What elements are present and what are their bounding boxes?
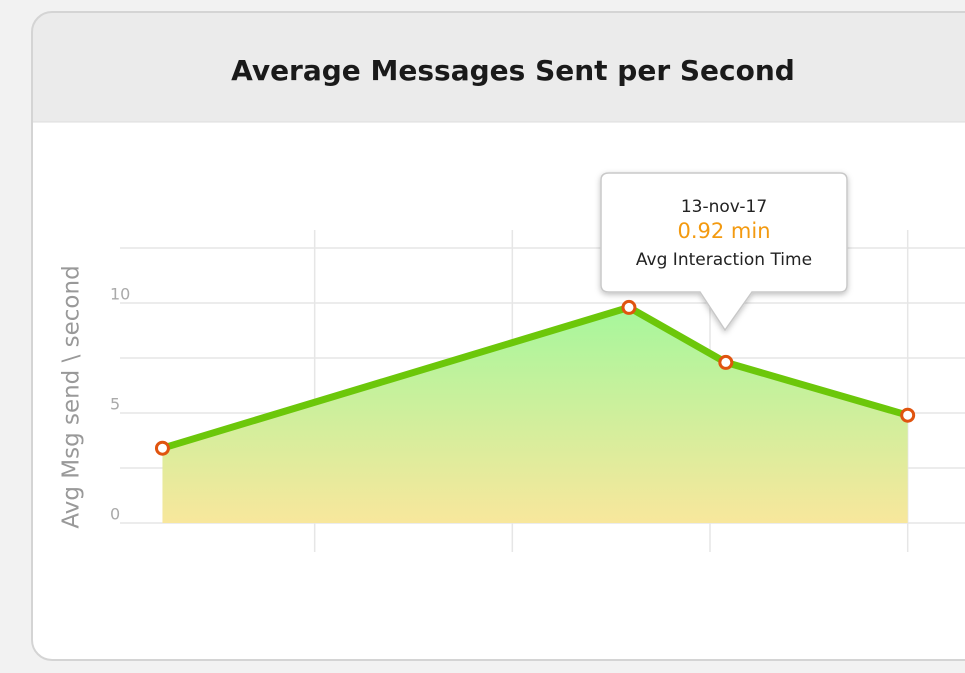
card [32,12,965,660]
y-tick-label: 5 [110,395,120,414]
tooltip-value: 0.92 min [677,219,770,243]
point [900,407,916,423]
tooltip-date: 13-nov-17 [681,197,767,217]
plot: 0 5 10 13-nov-170.92 min Avg Interaction Tim… [110,172,965,552]
point [621,299,637,315]
tooltip-box [600,172,848,332]
y-axis-label: Avg Msg send \ second [59,265,85,528]
y-tick-label: 10 [110,285,130,304]
card-border [31,11,965,661]
line [161,303,909,452]
chart-title: Average Messages Sent per Second [231,54,795,87]
tooltip-label: Avg Interaction Time [636,250,812,270]
card-header [32,12,965,122]
point [718,354,734,370]
y-tick-label: 0 [110,505,120,524]
tooltip [600,172,848,332]
point [154,440,170,456]
